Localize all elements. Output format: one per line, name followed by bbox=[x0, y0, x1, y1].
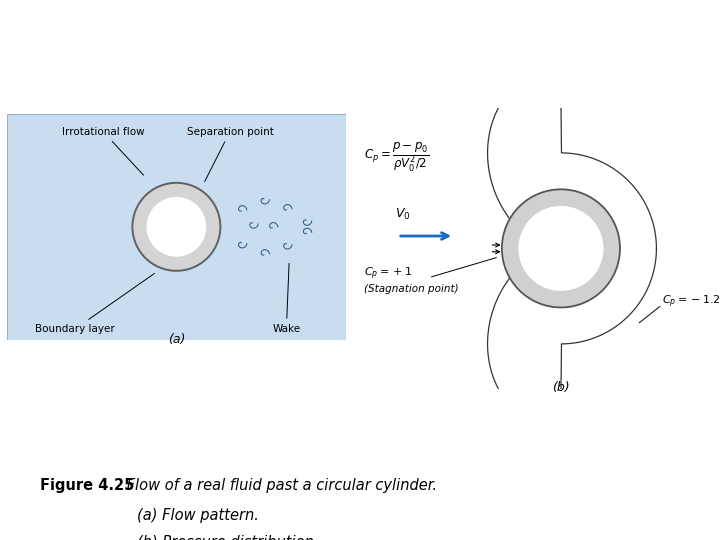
Text: $C_p = -1.2$: $C_p = -1.2$ bbox=[662, 294, 720, 310]
Circle shape bbox=[146, 197, 207, 256]
Text: $V_0$: $V_0$ bbox=[395, 206, 410, 221]
Text: (b): (b) bbox=[552, 381, 570, 394]
Text: $C_p = \dfrac{p - p_0}{\rho V_0^2/2}$: $C_p = \dfrac{p - p_0}{\rho V_0^2/2}$ bbox=[364, 141, 429, 174]
Text: (Stagnation point): (Stagnation point) bbox=[364, 284, 459, 294]
Text: Boundary layer: Boundary layer bbox=[35, 274, 154, 334]
Text: (b) Pressure distribution: (b) Pressure distribution bbox=[137, 535, 314, 540]
Text: (a) Flow pattern.: (a) Flow pattern. bbox=[137, 508, 258, 523]
Text: Separation point: Separation point bbox=[186, 126, 274, 181]
Text: Figure 4.25: Figure 4.25 bbox=[40, 478, 134, 493]
Circle shape bbox=[502, 190, 620, 307]
Text: Wake: Wake bbox=[272, 264, 300, 334]
Text: $C_p = +1$: $C_p = +1$ bbox=[364, 266, 413, 282]
Text: Flow of a real fluid past a circular cylinder.: Flow of a real fluid past a circular cyl… bbox=[122, 478, 438, 493]
Text: Irrotational flow: Irrotational flow bbox=[62, 126, 145, 175]
Circle shape bbox=[132, 183, 220, 271]
Text: (a): (a) bbox=[168, 333, 185, 346]
Circle shape bbox=[518, 206, 603, 291]
